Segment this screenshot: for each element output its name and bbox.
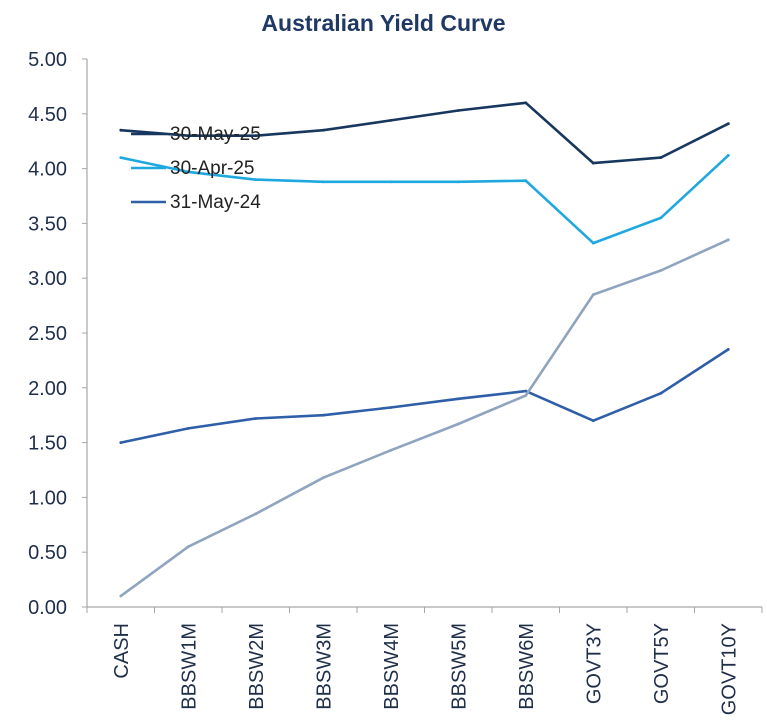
series-point bbox=[456, 422, 460, 426]
series-point bbox=[119, 128, 123, 132]
y-tick-label: 0.50 bbox=[28, 542, 67, 564]
series-point bbox=[321, 413, 325, 417]
series-line bbox=[119, 238, 730, 598]
series-point bbox=[524, 179, 528, 183]
series-point bbox=[186, 427, 190, 430]
series-point bbox=[726, 238, 730, 242]
series-line bbox=[119, 101, 730, 165]
series-point bbox=[456, 180, 460, 184]
series-point bbox=[389, 119, 393, 122]
chart-title: Australian Yield Curve bbox=[261, 10, 506, 36]
y-tick-label: 2.00 bbox=[28, 378, 67, 400]
series-point bbox=[726, 154, 730, 157]
series-point bbox=[456, 109, 460, 112]
series-point bbox=[389, 448, 393, 452]
series-point bbox=[119, 441, 123, 444]
series-point bbox=[389, 406, 393, 409]
y-tick-label: 4.00 bbox=[28, 159, 67, 181]
series-point bbox=[591, 419, 595, 423]
y-tick-label: 0.00 bbox=[28, 597, 67, 619]
y-tick-label: 3.00 bbox=[28, 268, 67, 290]
x-tick-label: BBSW2M bbox=[246, 623, 268, 710]
series-point bbox=[321, 180, 325, 184]
series-point bbox=[659, 216, 663, 220]
series-point bbox=[524, 101, 528, 105]
series-point bbox=[119, 156, 123, 160]
series-line bbox=[119, 154, 730, 245]
series-line bbox=[119, 348, 730, 444]
series-point bbox=[186, 170, 190, 174]
y-tick-label: 4.50 bbox=[28, 104, 67, 126]
legend-label: 30-May-25 bbox=[170, 124, 261, 145]
legend-label: 30-Apr-25 bbox=[170, 158, 255, 179]
series-point bbox=[591, 241, 595, 245]
x-tick-label: GOVT3Y bbox=[583, 623, 605, 704]
x-tick-label: BBSW6M bbox=[516, 623, 538, 710]
x-tick-label: BBSW1M bbox=[178, 623, 200, 710]
x-tick-label: GOVT10Y bbox=[718, 623, 740, 715]
x-tick-label: BBSW3M bbox=[313, 623, 335, 710]
series-point bbox=[524, 394, 528, 397]
series-point bbox=[389, 180, 393, 184]
x-tick-label: BBSW5M bbox=[448, 623, 470, 710]
series-point bbox=[524, 389, 528, 393]
y-tick-label: 3.50 bbox=[28, 213, 67, 235]
series-lines bbox=[119, 101, 730, 598]
y-axis-ticks: 0.00 0.50 1.00 1.50 2.00 2.50 3.00 3.50 4.00 4.50… bbox=[28, 49, 87, 619]
series-point bbox=[186, 545, 190, 549]
series-point bbox=[119, 594, 123, 598]
series-point bbox=[591, 293, 595, 296]
series-point bbox=[591, 161, 595, 165]
series-point bbox=[659, 391, 663, 395]
series-point bbox=[321, 476, 325, 480]
y-tick-label: 2.50 bbox=[28, 323, 67, 345]
series-point bbox=[254, 417, 258, 420]
x-tick-label: BBSW4M bbox=[381, 623, 403, 710]
series-point bbox=[726, 122, 730, 126]
series-point bbox=[254, 178, 258, 182]
series-point bbox=[726, 348, 730, 351]
y-tick-label: 1.50 bbox=[28, 433, 67, 455]
y-tick-label: 1.00 bbox=[28, 487, 67, 509]
x-axis-ticks: CASH BBSW1M BBSW2M BBSW3M BBSW4M BBSW5M BBSW6M… bbox=[86, 607, 763, 715]
series-point bbox=[186, 134, 190, 138]
x-tick-label: CASH bbox=[111, 623, 133, 679]
x-tick-label: GOVT5Y bbox=[651, 623, 673, 704]
legend-label: 31-May-24 bbox=[170, 192, 261, 213]
series-point bbox=[254, 134, 258, 138]
y-tick-label: 5.00 bbox=[28, 49, 67, 71]
series-point bbox=[456, 397, 460, 401]
series-point bbox=[659, 156, 663, 160]
series-point bbox=[659, 269, 663, 272]
series-point bbox=[321, 128, 325, 132]
legend: 30-May-25 30-Apr-25 31-May-24 bbox=[131, 124, 261, 213]
series-point bbox=[254, 512, 258, 516]
